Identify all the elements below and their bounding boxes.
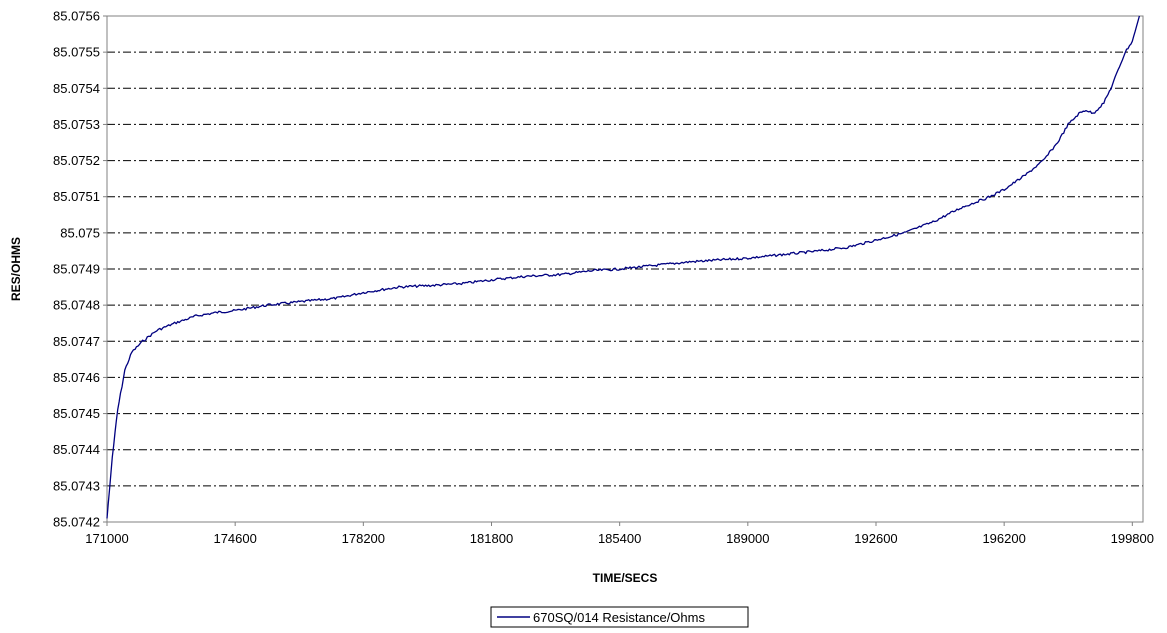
x-tick-label: 171000 xyxy=(85,531,128,546)
y-tick-label: 85.0753 xyxy=(53,117,100,132)
x-tick-label: 196200 xyxy=(982,531,1025,546)
y-tick-label: 85.0742 xyxy=(53,515,100,530)
x-tick-label: 178200 xyxy=(342,531,385,546)
x-tick-label: 192600 xyxy=(854,531,897,546)
legend-box xyxy=(490,606,749,628)
y-tick-label: 85.0746 xyxy=(53,370,100,385)
y-tick-label: 85.0752 xyxy=(53,153,100,168)
x-tick-label: 189000 xyxy=(726,531,769,546)
legend: 670SQ/014 Resistance/Ohms xyxy=(490,606,749,628)
y-axis: 85.0742 85.0743 85.0744 85.0745 85.0746 85.07… xyxy=(53,9,107,530)
legend-label: 670SQ/014 Resistance/Ohms xyxy=(533,610,705,625)
x-tick-label: 199800 xyxy=(1111,531,1154,546)
x-tick-label: 174600 xyxy=(213,531,256,546)
series-line xyxy=(106,15,1141,519)
y-tick-label: 85.0748 xyxy=(53,298,100,313)
y-tick-label: 85.0756 xyxy=(53,9,100,24)
y-tick-label: 85.0749 xyxy=(53,262,100,277)
x-axis: 171000 174600 178200 181800 185400 189000 1926… xyxy=(85,522,1154,546)
y-tick-label: 85.0744 xyxy=(53,442,100,457)
y-tick-label: 85.0755 xyxy=(53,45,100,60)
y-tick-label: 85.0745 xyxy=(53,406,100,421)
x-tick-label: 181800 xyxy=(470,531,513,546)
y-tick-label: 85.0743 xyxy=(53,478,100,493)
y-tick-label: 85.0754 xyxy=(53,81,100,96)
y-axis-title: RES/OHMS xyxy=(9,237,23,301)
y-tick-label: 85.075 xyxy=(60,225,100,240)
x-tick-label: 185400 xyxy=(598,531,641,546)
y-tick-label: 85.0747 xyxy=(53,334,100,349)
x-axis-title: TIME/SECS xyxy=(593,571,658,585)
y-tick-label: 85.0751 xyxy=(53,189,100,204)
